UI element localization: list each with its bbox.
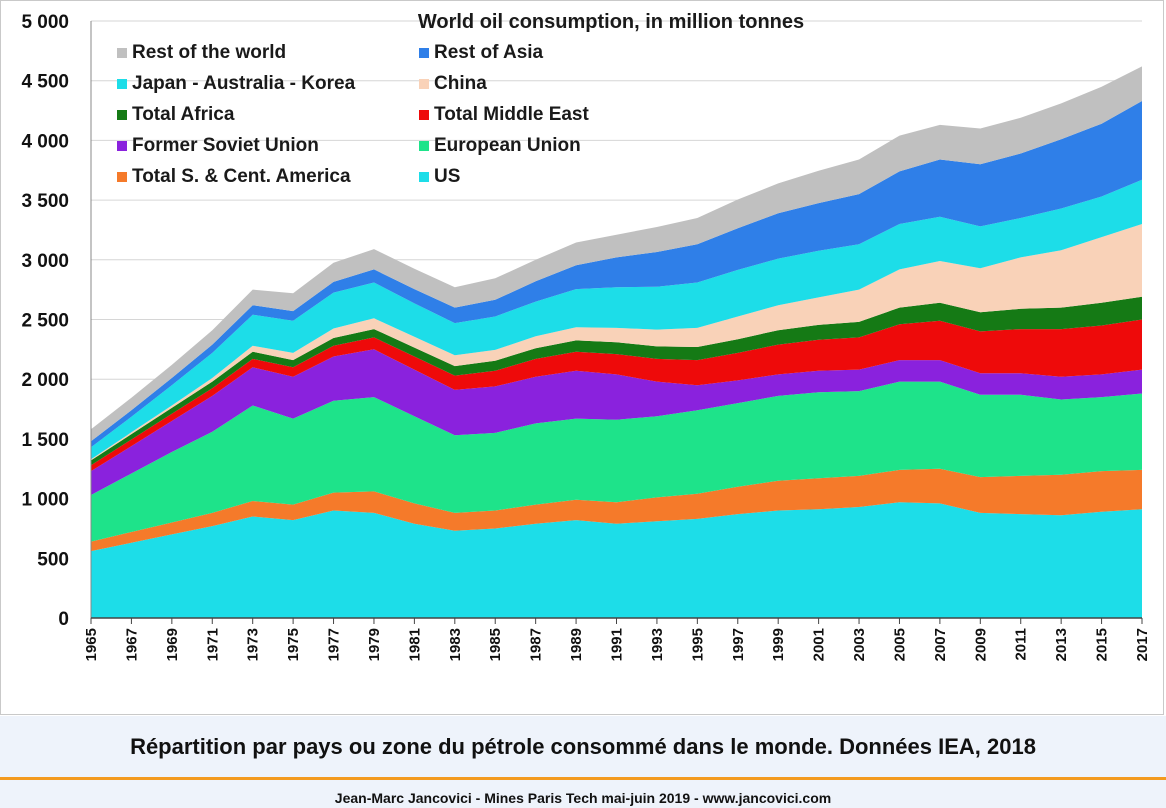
area-total-s-cent-america bbox=[91, 468, 1142, 552]
x-tick-label: 1985 bbox=[487, 628, 504, 661]
area-total-middle-east bbox=[91, 319, 1142, 472]
x-tick-label: 1993 bbox=[649, 628, 666, 661]
caption-band bbox=[0, 716, 1166, 778]
legend-label-china: China bbox=[434, 73, 487, 94]
legend-swatch-rest-of-asia bbox=[419, 48, 429, 58]
x-tick-label: 1969 bbox=[164, 628, 181, 661]
x-tick-label: 1991 bbox=[609, 628, 626, 661]
legend-swatch-us bbox=[419, 172, 429, 182]
y-tick-label: 3 000 bbox=[21, 251, 69, 272]
x-tick-label: 2011 bbox=[1013, 628, 1030, 661]
area-layer bbox=[91, 66, 1142, 618]
footer-band bbox=[0, 780, 1166, 808]
chart-frame: 0 500 1 000 1 500 2 000 2 500 3 000 3 500 4 000 4… bbox=[0, 0, 1164, 715]
legend-swatch-former-soviet-union bbox=[117, 141, 127, 151]
x-tick-label: 1995 bbox=[689, 628, 706, 661]
x-tick-label: 1989 bbox=[568, 628, 585, 661]
area-total-africa bbox=[91, 296, 1142, 466]
y-tick-label: 3 500 bbox=[21, 191, 69, 212]
x-tick-label: 2015 bbox=[1094, 628, 1111, 661]
x-tick-label: 2005 bbox=[891, 628, 908, 661]
x-tick-label: 1973 bbox=[245, 628, 262, 661]
y-tick-label: 5 000 bbox=[21, 12, 69, 33]
area-rest-of-asia bbox=[91, 101, 1142, 448]
x-tick-label: 1981 bbox=[406, 628, 423, 661]
legend-swatch-total-s-cent-america bbox=[117, 172, 127, 182]
chart-title: World oil consumption, in million tonnes bbox=[418, 11, 804, 33]
legend-swatch-japan-australia-korea bbox=[117, 79, 127, 89]
legend-label-former-soviet-union: Former Soviet Union bbox=[132, 135, 319, 156]
area-japan-australia-korea bbox=[91, 179, 1142, 460]
y-tick-label: 1 000 bbox=[21, 490, 69, 511]
oil-consumption-chart: 0 500 1 000 1 500 2 000 2 500 3 000 3 500 4 000 4… bbox=[21, 11, 1151, 661]
legend-label-total-middle-east: Total Middle East bbox=[434, 104, 590, 125]
area-former-soviet-union bbox=[91, 349, 1142, 495]
area-european-union bbox=[91, 381, 1142, 542]
y-tick-label: 2 500 bbox=[21, 311, 69, 332]
x-tick-label: 1977 bbox=[326, 628, 343, 661]
legend-swatch-european-union bbox=[419, 141, 429, 151]
y-tick-label: 2 000 bbox=[21, 370, 69, 391]
legend-swatch-rest-of-the-world bbox=[117, 48, 127, 58]
legend-label-japan-australia-korea: Japan - Australia - Korea bbox=[132, 73, 356, 94]
legend-swatch-total-middle-east bbox=[419, 110, 429, 120]
legend-swatch-total-africa bbox=[117, 110, 127, 120]
y-tick-label: 0 bbox=[58, 609, 69, 630]
x-tick-label: 2009 bbox=[972, 628, 989, 661]
area-china bbox=[91, 224, 1142, 461]
x-tick-label: 1975 bbox=[285, 628, 302, 661]
x-tick-label: 2013 bbox=[1053, 628, 1070, 661]
x-tick-label: 1967 bbox=[123, 628, 140, 661]
legend-label-european-union: European Union bbox=[434, 135, 581, 156]
area-rest-of-the-world bbox=[91, 66, 1142, 442]
legend-label-total-africa: Total Africa bbox=[132, 104, 235, 125]
x-tick-label: 2017 bbox=[1134, 628, 1151, 661]
x-tick-label: 2001 bbox=[811, 628, 828, 661]
legend: Rest of the world Rest of Asia Japan - Aus… bbox=[117, 42, 590, 187]
y-tick-label: 4 500 bbox=[21, 72, 69, 93]
x-tick-label: 1965 bbox=[83, 628, 100, 661]
x-tick-label: 1971 bbox=[204, 628, 221, 661]
axis-layer: 0 500 1 000 1 500 2 000 2 500 3 000 3 500 4 000 4… bbox=[21, 12, 1151, 661]
x-tick-label: 1979 bbox=[366, 628, 383, 661]
area-us bbox=[91, 502, 1142, 618]
footer: Jean-Marc Jancovici - Mines Paris Tech m… bbox=[334, 790, 832, 806]
legend-label-rest-of-asia: Rest of Asia bbox=[434, 42, 544, 63]
legend-label-total-s-cent-america: Total S. & Cent. America bbox=[132, 166, 351, 187]
x-tick-label: 2003 bbox=[851, 628, 868, 661]
caption: Répartition par pays ou zone du pétrole … bbox=[130, 734, 1036, 759]
y-tick-label: 1 500 bbox=[21, 430, 69, 451]
legend-swatch-china bbox=[419, 79, 429, 89]
x-tick-label: 1987 bbox=[528, 628, 545, 661]
x-tick-label: 1999 bbox=[770, 628, 787, 661]
x-tick-label: 1983 bbox=[447, 628, 464, 661]
x-tick-label: 1997 bbox=[730, 628, 747, 661]
legend-label-us: US bbox=[434, 166, 460, 187]
y-tick-label: 4 000 bbox=[21, 131, 69, 152]
x-tick-label: 2007 bbox=[932, 628, 949, 661]
legend-label-rest-of-the-world: Rest of the world bbox=[132, 42, 286, 63]
y-tick-label: 500 bbox=[37, 549, 69, 570]
divider-line bbox=[0, 777, 1166, 780]
